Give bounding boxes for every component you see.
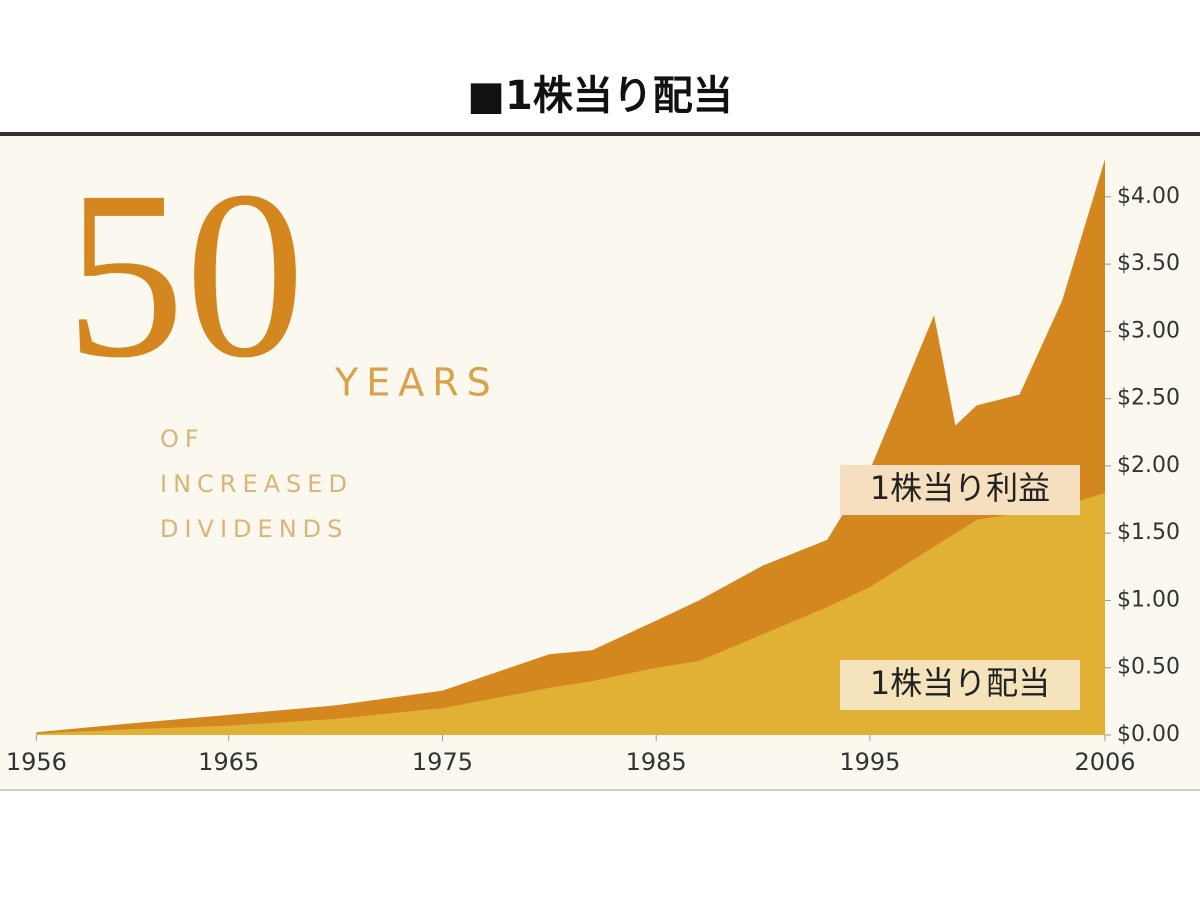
y-tick-label: $2.50 — [1117, 386, 1180, 411]
legend-label: 1株当り配当 — [870, 664, 1050, 702]
dividends-text: DIVIDENDS — [160, 515, 348, 543]
of-text: OF — [160, 425, 205, 453]
legend-label: 1株当り利益 — [870, 469, 1050, 507]
y-tick-label: $0.50 — [1117, 655, 1180, 680]
x-tick-label: 1995 — [839, 748, 900, 776]
y-tick-label: $0.00 — [1117, 722, 1180, 747]
y-tick-label: $1.00 — [1117, 587, 1180, 612]
y-tick-label: $4.00 — [1117, 184, 1180, 209]
x-tick-label: 1965 — [198, 748, 259, 776]
y-tick-label: $3.00 — [1117, 318, 1180, 343]
area — [36, 492, 1105, 735]
area — [36, 159, 1105, 736]
legend-box — [840, 465, 1080, 515]
areas — [36, 159, 1105, 736]
big-number: 50 — [65, 141, 305, 407]
legend-box — [840, 660, 1080, 710]
y-tick-label: $1.50 — [1117, 520, 1180, 545]
x-tick-label: 2006 — [1074, 748, 1135, 776]
x-tick-label: 1985 — [626, 748, 687, 776]
chart-title: ■1株当り配当 — [467, 73, 733, 119]
years-text: YEARS — [334, 361, 499, 405]
x-tick-label: 1956 — [6, 748, 67, 776]
increased-text: INCREASED — [160, 470, 353, 498]
y-tick-label: $3.50 — [1117, 251, 1180, 276]
y-tick-label: $2.00 — [1117, 453, 1180, 478]
x-tick-label: 1975 — [412, 748, 473, 776]
